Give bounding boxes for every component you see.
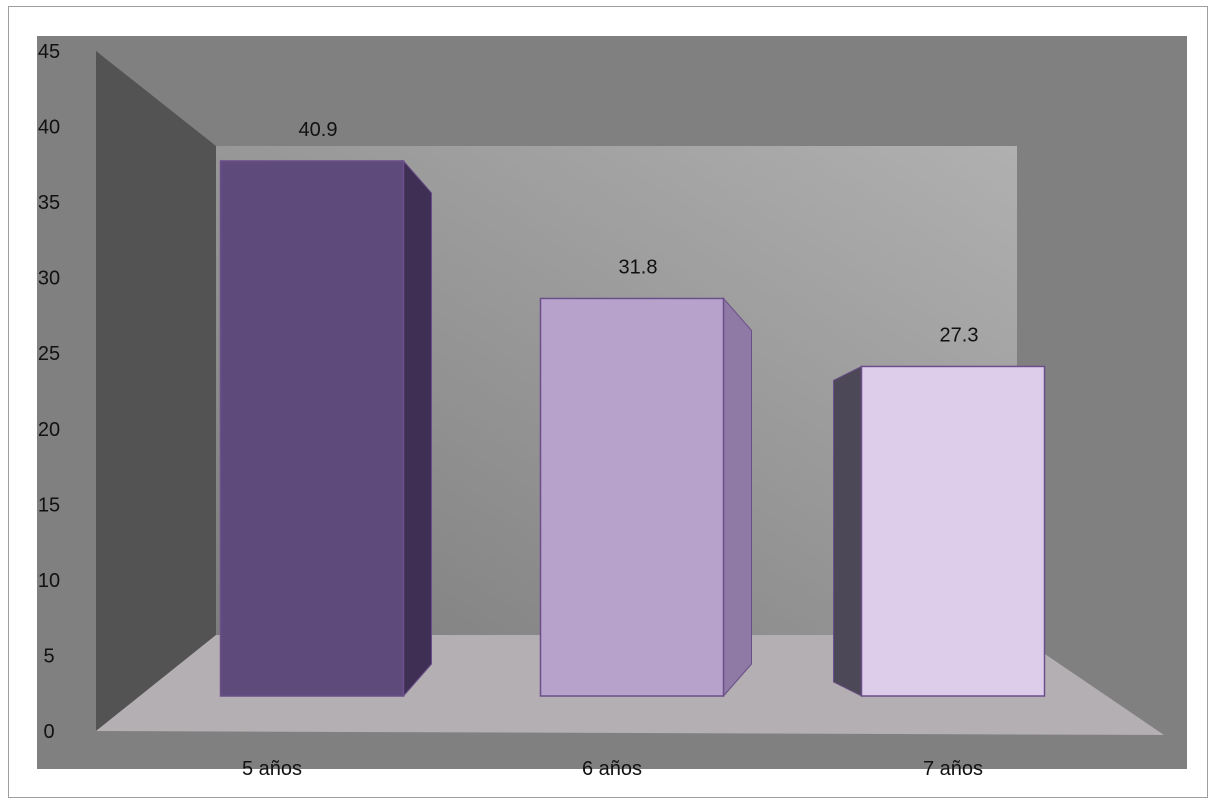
bar-2 (539, 297, 752, 698)
bar-front-face (219, 160, 405, 697)
y-tick-label: 5 (43, 645, 54, 667)
x-tick-label: 6 años (582, 758, 642, 780)
bar-side-face (723, 297, 752, 698)
data-label: 40.9 (299, 119, 338, 141)
data-labels-group: 40.9 31.8 27.3 (299, 119, 979, 347)
y-tick-label: 0 (43, 721, 54, 743)
y-tick-label: 40 (38, 117, 60, 139)
y-tick-label: 35 (38, 192, 60, 214)
x-axis-labels: 5 años 6 años 7 años (242, 758, 983, 780)
bar-front-face (539, 297, 725, 697)
y-tick-label: 30 (38, 268, 60, 290)
bar-side-face (403, 159, 432, 698)
bar-3 (833, 365, 1046, 697)
y-tick-label: 20 (38, 419, 60, 441)
x-tick-label: 7 años (923, 758, 983, 780)
y-tick-label: 10 (38, 570, 60, 592)
data-label: 31.8 (619, 256, 658, 278)
y-tick-label: 45 (38, 41, 60, 63)
bar-front-face (860, 365, 1046, 697)
bar-chart: 0 5 10 15 20 25 30 35 40 45 40.9 31.8 27.3 5 años 6 … (37, 36, 1187, 780)
y-tick-label: 15 (38, 494, 60, 516)
bars-group (219, 159, 1046, 698)
bar-side-face (833, 365, 862, 697)
y-axis-ticks: 0 5 10 15 20 25 30 35 40 45 (38, 41, 60, 743)
chart-frame: 0 5 10 15 20 25 30 35 40 45 40.9 31.8 27.3 5 años 6 … (8, 6, 1208, 798)
side-wall (96, 51, 216, 731)
bar-1 (219, 159, 432, 698)
y-tick-label: 25 (38, 343, 60, 365)
x-tick-label: 5 años (242, 758, 302, 780)
data-label: 27.3 (940, 324, 979, 346)
